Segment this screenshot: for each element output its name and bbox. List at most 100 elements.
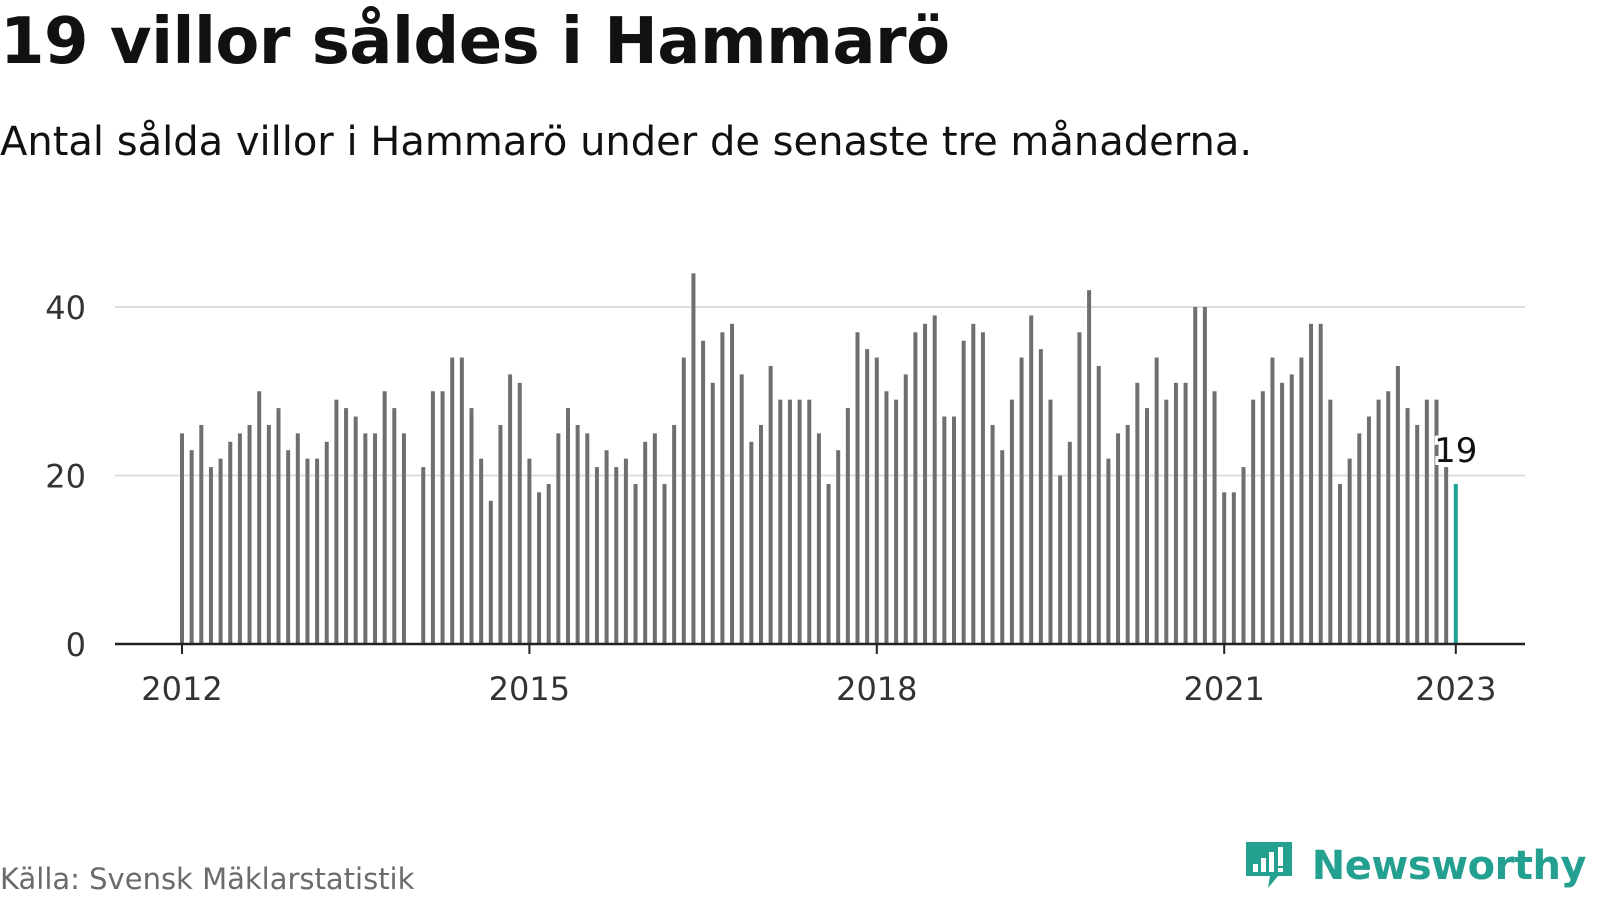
labels: 0 20 40 2012 2015 2018 2021 2023 19 bbox=[45, 289, 1496, 708]
bar-highlight bbox=[1453, 483, 1458, 644]
bar bbox=[334, 399, 339, 644]
bar bbox=[1145, 408, 1149, 644]
bar bbox=[450, 357, 455, 644]
bar bbox=[469, 408, 474, 644]
bar bbox=[180, 433, 184, 644]
bar bbox=[546, 483, 551, 644]
bar bbox=[1434, 399, 1439, 644]
bar bbox=[1009, 399, 1014, 644]
bar bbox=[237, 433, 242, 644]
bar bbox=[1251, 399, 1256, 644]
bar bbox=[1270, 357, 1275, 644]
bar bbox=[344, 408, 349, 644]
bar bbox=[1154, 357, 1159, 644]
x-tick-label: 2018 bbox=[836, 670, 917, 708]
bar bbox=[778, 399, 783, 644]
bar bbox=[527, 458, 532, 644]
bar bbox=[816, 433, 821, 644]
bar bbox=[952, 416, 956, 644]
bar bbox=[980, 332, 985, 644]
bar bbox=[662, 483, 667, 644]
bar bbox=[681, 357, 686, 644]
bar bbox=[884, 391, 889, 644]
bar bbox=[749, 441, 754, 644]
bar bbox=[575, 424, 580, 644]
bar bbox=[961, 340, 966, 644]
x-tick-label: 2021 bbox=[1183, 670, 1264, 708]
bar bbox=[199, 424, 204, 644]
bar bbox=[1366, 416, 1371, 644]
chart-title: 19 villor såldes i Hammarö bbox=[0, 5, 950, 79]
y-tick-label: 20 bbox=[45, 458, 86, 496]
bar bbox=[643, 441, 648, 644]
bar bbox=[208, 467, 213, 644]
bar bbox=[710, 382, 715, 644]
bar bbox=[363, 433, 368, 644]
bar bbox=[1116, 433, 1121, 644]
bar bbox=[1318, 323, 1323, 644]
bar bbox=[1125, 424, 1130, 644]
bar bbox=[1019, 357, 1024, 644]
bar bbox=[942, 416, 947, 644]
bar bbox=[768, 365, 773, 644]
bar bbox=[1077, 332, 1082, 644]
bar bbox=[1289, 374, 1294, 644]
bar bbox=[1376, 399, 1381, 644]
bar bbox=[1193, 307, 1198, 644]
bar bbox=[730, 323, 735, 644]
bar bbox=[189, 450, 194, 644]
bar bbox=[614, 467, 619, 644]
bar bbox=[787, 399, 792, 644]
bar bbox=[585, 433, 590, 644]
bar bbox=[1309, 323, 1314, 644]
bar bbox=[1405, 408, 1410, 644]
bar bbox=[537, 492, 542, 644]
bar bbox=[566, 408, 570, 644]
bar bbox=[479, 458, 484, 644]
bar bbox=[1087, 290, 1092, 644]
bar bbox=[353, 416, 358, 644]
bar bbox=[903, 374, 908, 644]
bar bbox=[971, 323, 976, 644]
bar bbox=[1395, 365, 1400, 644]
bar bbox=[855, 332, 860, 644]
x-tick-label: 2023 bbox=[1415, 670, 1496, 708]
bar bbox=[1183, 382, 1188, 644]
bar bbox=[691, 273, 696, 644]
bar bbox=[421, 467, 426, 644]
bar bbox=[459, 357, 464, 644]
bar bbox=[652, 433, 657, 644]
bar bbox=[1058, 475, 1063, 644]
bar bbox=[1338, 483, 1342, 644]
bar bbox=[392, 408, 397, 644]
bar bbox=[894, 399, 899, 644]
bar bbox=[845, 408, 850, 644]
bar bbox=[807, 399, 812, 644]
bar bbox=[440, 391, 445, 644]
bar bbox=[594, 467, 599, 644]
bar bbox=[1202, 307, 1207, 644]
bar bbox=[228, 441, 233, 644]
bar bbox=[1357, 433, 1362, 644]
bar bbox=[1424, 399, 1429, 644]
bar bbox=[913, 332, 918, 644]
x-tick-label: 2012 bbox=[141, 670, 222, 708]
bar bbox=[556, 433, 561, 644]
bar bbox=[633, 483, 638, 644]
bar-chart: 0 20 40 2012 2015 2018 2021 2023 19 bbox=[45, 273, 1525, 708]
brand-logo[interactable]: Newsworthy bbox=[1244, 838, 1587, 894]
bar bbox=[865, 349, 870, 644]
bar bbox=[1000, 450, 1005, 644]
axes bbox=[115, 642, 1525, 654]
bar bbox=[1299, 357, 1304, 644]
bar bbox=[1096, 365, 1101, 644]
bar bbox=[382, 391, 387, 644]
y-tick-label: 0 bbox=[66, 626, 86, 664]
bar bbox=[1231, 492, 1236, 644]
bar bbox=[990, 424, 995, 644]
bar bbox=[276, 408, 281, 644]
bar bbox=[1241, 467, 1246, 644]
bar bbox=[836, 450, 841, 644]
bar bbox=[508, 374, 513, 644]
bar bbox=[315, 458, 320, 644]
